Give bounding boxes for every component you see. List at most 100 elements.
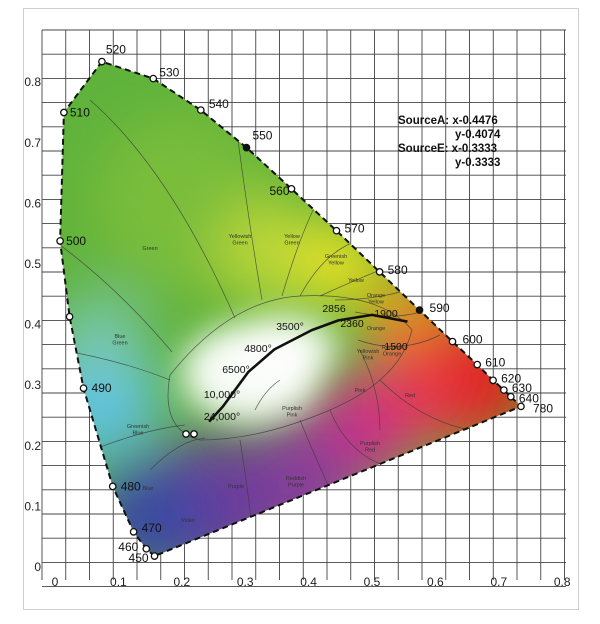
wavelength-point — [506, 392, 515, 401]
temperature-label: 10,000° — [204, 389, 240, 401]
wavelength-label: 570 — [344, 222, 364, 236]
wavelength-label: 780 — [533, 401, 553, 415]
region-boundary — [89, 99, 236, 319]
temperature-label: 1500 — [384, 341, 408, 353]
wavelength-point — [500, 386, 508, 394]
y-tick-label: 0.7 — [24, 136, 41, 150]
wavelength-point — [65, 312, 74, 321]
region-boundary — [379, 379, 471, 431]
spectral-locus-outline — [59, 60, 523, 558]
region-label: Orange — [367, 326, 385, 332]
wavelength-label: 490 — [92, 381, 112, 395]
source-text: SourceA: x-0.4476 — [398, 115, 498, 127]
wavelength-label: 550 — [252, 129, 272, 143]
wavelength-label: 460 — [118, 540, 138, 554]
wavelength-point — [287, 185, 296, 193]
region-label: Pink — [355, 388, 366, 394]
wavelength-point — [242, 143, 251, 152]
region-label: Blue — [142, 486, 153, 492]
region-label: Yellowish Green — [229, 234, 252, 247]
x-tick-label: 0 — [52, 575, 59, 589]
region-boundary — [357, 334, 441, 347]
wavelength-label: 480 — [121, 479, 141, 493]
source-annotation: SourceA: x-0.4476 y-0.4074 SourceE: x-0.33… — [398, 115, 501, 169]
fill-blob — [60, 291, 145, 382]
x-tick-label: 0.1 — [110, 575, 127, 589]
wavelength-point — [448, 337, 457, 346]
wavelength-label: 530 — [159, 66, 179, 80]
wavelength-point — [332, 226, 341, 235]
wavelength-point — [517, 402, 525, 411]
fill-blob — [215, 196, 326, 307]
y-tick-label: 0.8 — [24, 75, 41, 89]
wavelength-point — [56, 237, 64, 245]
wavelength-point — [108, 482, 117, 491]
wavelength-label: 540 — [209, 97, 229, 111]
region-label: Yellow — [348, 278, 364, 284]
region-label: Yellowish Pink — [357, 349, 380, 362]
x-tick-label: 0.8 — [554, 575, 571, 589]
y-tick-label: 0.4 — [24, 318, 41, 332]
wavelength-label: 600 — [463, 333, 483, 347]
wavelength-point — [98, 57, 106, 66]
region-label: Red — [405, 393, 415, 399]
region-labels: Green Yellowish Green Yellow Green Greenish Ye… — [112, 234, 415, 524]
wavelength-label: 610 — [485, 356, 505, 370]
axis-ticks: 0 0.1 0.2 0.3 0.4 0.5 0.6 0.7 0.8 0 0.1 0.2 0.3 0.4 0.… — [24, 75, 571, 589]
temperature-label: 24,000° — [204, 411, 240, 423]
x-tick-label: 0.3 — [237, 575, 254, 589]
region-boundary — [354, 311, 421, 317]
region-boundary — [334, 291, 401, 301]
wavelength-point — [489, 376, 497, 385]
y-tick-label: 0.1 — [24, 499, 41, 513]
wavelength-point — [375, 268, 384, 276]
source-text: y-0.4074 — [455, 129, 501, 141]
x-tick-label: 0.2 — [173, 575, 190, 589]
region-boundary — [254, 379, 281, 411]
wavelength-point — [149, 74, 158, 83]
region-boundary — [237, 139, 263, 301]
wavelength-label: 450 — [129, 551, 149, 565]
region-label: Purplish Red — [360, 441, 380, 454]
y-tick-label: 0.6 — [24, 196, 41, 210]
planckian-locus: 24,000° 10,000° 6500° 4800° 3500° 2856 2360 190… — [204, 303, 408, 423]
wavelength-point — [79, 384, 88, 393]
region-boundary — [359, 349, 381, 431]
temperature-label: 2360 — [340, 318, 364, 330]
wavelength-label: 580 — [388, 263, 408, 277]
wavelength-point — [415, 306, 424, 314]
wavelength-label: 590 — [430, 301, 450, 315]
planckian-curve — [208, 313, 408, 423]
region-label: Green — [142, 246, 157, 252]
source-text: SourceE: x-0.3333 — [398, 143, 497, 155]
wavelength-label: 630 — [512, 381, 532, 395]
wavelength-point — [150, 552, 159, 560]
wavelength-label: 560 — [269, 184, 289, 198]
temperature-label: 1900 — [374, 308, 398, 320]
region-label: Purple — [228, 484, 244, 490]
region-label: Reddish Purple — [286, 476, 306, 489]
x-tick-label: 0.7 — [490, 575, 507, 589]
white-point-marker — [190, 430, 198, 438]
region-label: Purplish Pink — [282, 406, 302, 419]
wavelength-label: 470 — [142, 521, 162, 535]
region-label: Greenish Blue — [127, 424, 149, 437]
region-label: Blue Green — [112, 334, 127, 347]
wavelength-label: 510 — [70, 106, 90, 120]
wavelength-label: 620 — [501, 371, 521, 385]
y-tick-label: 0.3 — [24, 378, 41, 392]
temperature-label: 6500° — [222, 364, 250, 376]
wavelength-label: 640 — [519, 392, 539, 406]
wavelength-point — [196, 106, 205, 114]
wavelength-label: 500 — [66, 234, 86, 248]
x-tick-label: 0.4 — [300, 575, 317, 589]
temperature-label: 4800° — [244, 343, 272, 355]
region-label: Reddish Orange — [382, 345, 402, 358]
wavelength-point — [142, 544, 151, 553]
x-tick-label: 0.6 — [427, 575, 444, 589]
region-label: Yellow Green — [284, 234, 300, 247]
white-point-marker — [182, 430, 190, 438]
temperature-label: 3500° — [276, 321, 304, 333]
x-tick-label: 0.5 — [364, 575, 381, 589]
